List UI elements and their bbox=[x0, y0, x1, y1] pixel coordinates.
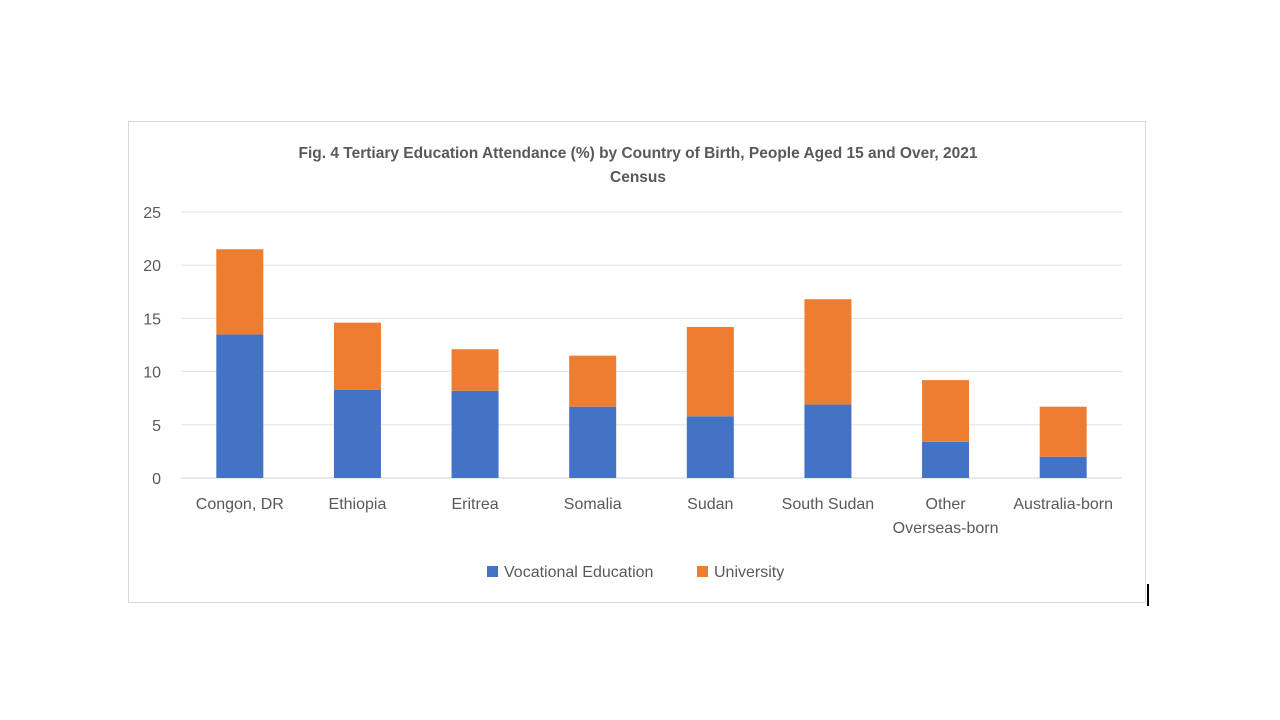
y-axis-ticks: 0 5 10 15 20 25 bbox=[143, 205, 161, 488]
chart-title-line-2: Census bbox=[610, 169, 666, 186]
bar-vocational-education-0 bbox=[216, 334, 264, 478]
bar-university-7 bbox=[1039, 406, 1087, 457]
y-tick-label: 5 bbox=[152, 418, 161, 435]
bar-vocational-education-3 bbox=[569, 406, 617, 478]
x-tick-label: Congon, DR bbox=[196, 496, 284, 513]
x-tick-label: Eritrea bbox=[452, 496, 499, 513]
legend-label-vocational-education: Vocational Education bbox=[504, 564, 653, 581]
bar-university-0 bbox=[216, 249, 264, 335]
x-tick-label: Other bbox=[926, 496, 967, 513]
bar-university-6 bbox=[922, 380, 970, 442]
chart-title: Fig. 4 Tertiary Education Attendance (%)… bbox=[299, 145, 978, 186]
bar-university-3 bbox=[569, 355, 617, 407]
x-tick-label: Ethiopia bbox=[329, 496, 387, 513]
chart-title-line-1: Fig. 4 Tertiary Education Attendance (%)… bbox=[299, 145, 978, 162]
bar-university-4 bbox=[686, 326, 734, 417]
legend-label-university: University bbox=[714, 564, 784, 581]
bar-vocational-education-7 bbox=[1039, 456, 1087, 478]
bar-vocational-education-2 bbox=[451, 390, 499, 478]
bars bbox=[216, 249, 1087, 478]
bar-vocational-education-1 bbox=[333, 389, 381, 478]
legend: Vocational Education University bbox=[487, 564, 784, 581]
bar-university-2 bbox=[451, 349, 499, 391]
x-tick-label: Sudan bbox=[687, 496, 733, 513]
bar-university-5 bbox=[804, 299, 852, 405]
text-cursor bbox=[1147, 584, 1149, 606]
legend-swatch-university bbox=[697, 566, 708, 577]
chart-svg: Fig. 4 Tertiary Education Attendance (%)… bbox=[143, 145, 1122, 581]
chart-area: Fig. 4 Tertiary Education Attendance (%)… bbox=[128, 121, 1146, 603]
y-tick-label: 0 bbox=[152, 471, 161, 488]
bar-vocational-education-5 bbox=[804, 404, 852, 478]
bar-vocational-education-6 bbox=[922, 441, 970, 478]
x-tick-label: Overseas-born bbox=[893, 520, 999, 537]
x-axis-ticks: Congon, DR Ethiopia Eritrea Somalia Sudan Sou… bbox=[196, 496, 1113, 537]
y-tick-label: 20 bbox=[143, 258, 161, 275]
x-tick-label: South Sudan bbox=[782, 496, 875, 513]
bar-university-1 bbox=[333, 322, 381, 390]
legend-swatch-vocational-education bbox=[487, 566, 498, 577]
x-tick-label: Australia-born bbox=[1013, 496, 1113, 513]
bar-vocational-education-4 bbox=[686, 416, 734, 478]
x-tick-label: Somalia bbox=[564, 496, 622, 513]
y-tick-label: 10 bbox=[143, 365, 161, 382]
y-tick-label: 25 bbox=[143, 205, 161, 222]
y-tick-label: 15 bbox=[143, 311, 161, 328]
gridlines bbox=[181, 211, 1122, 479]
